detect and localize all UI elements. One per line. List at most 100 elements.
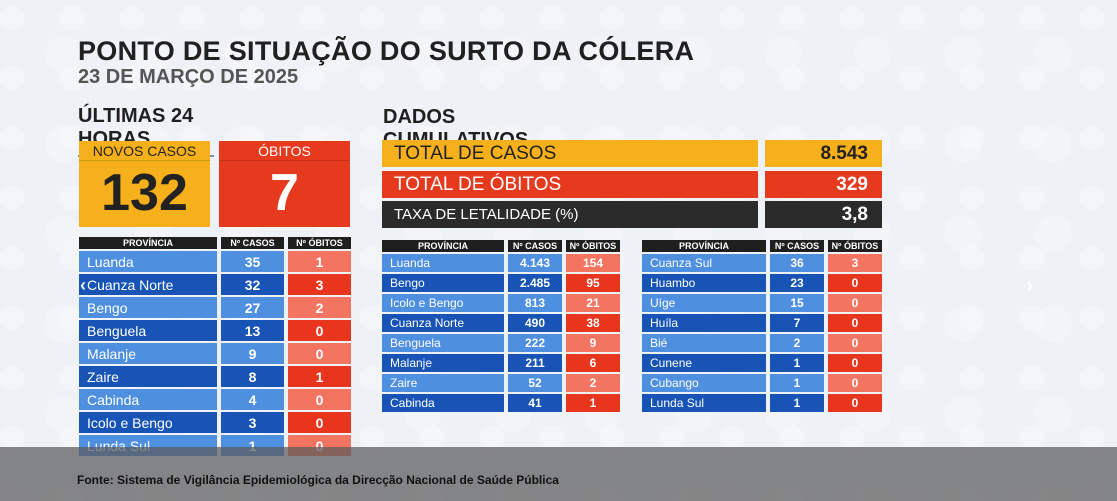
table-row: Cuanza Norte 32 3 bbox=[79, 274, 351, 295]
cases-cell: 490 bbox=[504, 314, 562, 332]
col-header-deaths: Nº ÓBITOS bbox=[824, 240, 882, 252]
table-row: Cubango 1 0 bbox=[642, 374, 882, 392]
chevron-left-icon[interactable]: ‹ bbox=[80, 275, 86, 295]
table-row: Malanje 9 0 bbox=[79, 343, 351, 364]
deaths-cell: 0 bbox=[824, 314, 882, 332]
province-cell: Bengo bbox=[382, 274, 504, 292]
cases-cell: 52 bbox=[504, 374, 562, 392]
cases-cell: 23 bbox=[766, 274, 824, 292]
deaths-cell: 0 bbox=[824, 354, 882, 372]
province-cell: Benguela bbox=[79, 320, 217, 341]
cases-cell: 2 bbox=[766, 334, 824, 352]
deaths-cell: 3 bbox=[824, 254, 882, 272]
deaths-cell: 0 bbox=[824, 334, 882, 352]
deaths-cell: 1 bbox=[284, 251, 351, 272]
deaths-cell: 38 bbox=[562, 314, 620, 332]
deaths-card: ÓBITOS 7 bbox=[219, 141, 350, 227]
province-cell: Luanda bbox=[382, 254, 504, 272]
province-cell: Cabinda bbox=[79, 389, 217, 410]
cases-cell: 1 bbox=[766, 394, 824, 412]
page-date: 23 DE MARÇO DE 2025 bbox=[78, 66, 299, 88]
deaths-cell: 2 bbox=[562, 374, 620, 392]
new-cases-card: NOVOS CASOS 132 bbox=[79, 141, 210, 227]
deaths-cell: 1 bbox=[562, 394, 620, 412]
caption-overlay bbox=[0, 447, 1117, 501]
cases-cell: 4 bbox=[217, 389, 284, 410]
cases-cell: 9 bbox=[217, 343, 284, 364]
total-cases-label: TOTAL DE CASOS bbox=[382, 140, 758, 167]
page-title: PONTO DE SITUAÇÃO DO SURTO DA CÓLERA bbox=[78, 36, 695, 66]
table-row: Luanda 35 1 bbox=[79, 251, 351, 272]
table-row: Bié 2 0 bbox=[642, 334, 882, 352]
province-cell: Cuanza Sul bbox=[642, 254, 766, 272]
deaths-cell: 154 bbox=[562, 254, 620, 272]
cases-cell: 222 bbox=[504, 334, 562, 352]
deaths-value: 7 bbox=[270, 164, 299, 222]
deaths-cell: 0 bbox=[284, 343, 351, 364]
cumulative-province-table-2: PROVÍNCIA Nº CASOS Nº ÓBITOS Cuanza Sul 3… bbox=[642, 238, 882, 414]
cases-cell: 3 bbox=[217, 412, 284, 433]
total-deaths-value: 329 bbox=[765, 171, 882, 198]
table-row: Cabinda 41 1 bbox=[382, 394, 620, 412]
table-row: Bengo 27 2 bbox=[79, 297, 351, 318]
province-cell: Benguela bbox=[382, 334, 504, 352]
table-row: Zaire 52 2 bbox=[382, 374, 620, 392]
col-header-deaths: Nº ÓBITOS bbox=[284, 237, 351, 249]
province-cell: Cuanza Norte bbox=[382, 314, 504, 332]
cases-cell: 7 bbox=[766, 314, 824, 332]
table-row: Cunene 1 0 bbox=[642, 354, 882, 372]
deaths-cell: 0 bbox=[284, 412, 351, 433]
province-cell: Huambo bbox=[642, 274, 766, 292]
cases-cell: 32 bbox=[217, 274, 284, 295]
deaths-cell: 0 bbox=[824, 394, 882, 412]
col-header-cases: Nº CASOS bbox=[504, 240, 562, 252]
province-cell: Malanje bbox=[382, 354, 504, 372]
table-row: Luanda 4.143 154 bbox=[382, 254, 620, 272]
deaths-cell: 0 bbox=[824, 294, 882, 312]
total-deaths-label: TOTAL DE ÓBITOS bbox=[382, 171, 758, 198]
table-row: Cuanza Norte 490 38 bbox=[382, 314, 620, 332]
province-cell: Huíla bbox=[642, 314, 766, 332]
source-caption: Fonte: Sistema de Vigilância Epidemiológ… bbox=[77, 473, 559, 487]
province-cell: Cubango bbox=[642, 374, 766, 392]
col-header-deaths: Nº ÓBITOS bbox=[562, 240, 620, 252]
cumulative-province-table-1: PROVÍNCIA Nº CASOS Nº ÓBITOS Luanda 4.143… bbox=[382, 238, 620, 414]
table-row: Uíge 15 0 bbox=[642, 294, 882, 312]
province-cell: Cabinda bbox=[382, 394, 504, 412]
deaths-cell: 2 bbox=[284, 297, 351, 318]
cases-cell: 13 bbox=[217, 320, 284, 341]
province-cell: Cunene bbox=[642, 354, 766, 372]
province-cell: Cuanza Norte bbox=[79, 274, 217, 295]
cases-cell: 211 bbox=[504, 354, 562, 372]
table-row: Cabinda 4 0 bbox=[79, 389, 351, 410]
col-header-cases: Nº CASOS bbox=[766, 240, 824, 252]
cumulative-table-1-body: Luanda 4.143 154 Bengo 2.485 95 Icolo e Bengo 8… bbox=[382, 254, 620, 412]
province-cell: Icolo e Bengo bbox=[79, 412, 217, 433]
cases-cell: 36 bbox=[766, 254, 824, 272]
deaths-cell: 0 bbox=[284, 320, 351, 341]
cases-cell: 1 bbox=[766, 374, 824, 392]
col-header-province: PROVÍNCIA bbox=[382, 240, 504, 252]
province-cell: Icolo e Bengo bbox=[382, 294, 504, 312]
table-row: Lunda Sul 1 0 bbox=[642, 394, 882, 412]
cases-cell: 4.143 bbox=[504, 254, 562, 272]
table-row: Zaire 8 1 bbox=[79, 366, 351, 387]
table-row: Malanje 211 6 bbox=[382, 354, 620, 372]
province-cell: Zaire bbox=[79, 366, 217, 387]
table-row: Benguela 222 9 bbox=[382, 334, 620, 352]
table-row: Cuanza Sul 36 3 bbox=[642, 254, 882, 272]
new-cases-value: 132 bbox=[101, 164, 188, 222]
lethality-value: 3,8 bbox=[765, 201, 882, 228]
province-cell: Lunda Sul bbox=[642, 394, 766, 412]
col-header-province: PROVÍNCIA bbox=[79, 237, 217, 249]
province-cell: Malanje bbox=[79, 343, 217, 364]
deaths-cell: 0 bbox=[824, 374, 882, 392]
deaths-cell: 21 bbox=[562, 294, 620, 312]
cases-cell: 35 bbox=[217, 251, 284, 272]
chevron-right-icon[interactable]: › bbox=[1026, 272, 1034, 297]
deaths-cell: 0 bbox=[284, 389, 351, 410]
deaths-cell: 9 bbox=[562, 334, 620, 352]
deaths-cell: 0 bbox=[824, 274, 882, 292]
cases-cell: 41 bbox=[504, 394, 562, 412]
last24-table-body: Luanda 35 1 Cuanza Norte 32 3 Bengo 27 2 Benguela… bbox=[79, 251, 351, 456]
